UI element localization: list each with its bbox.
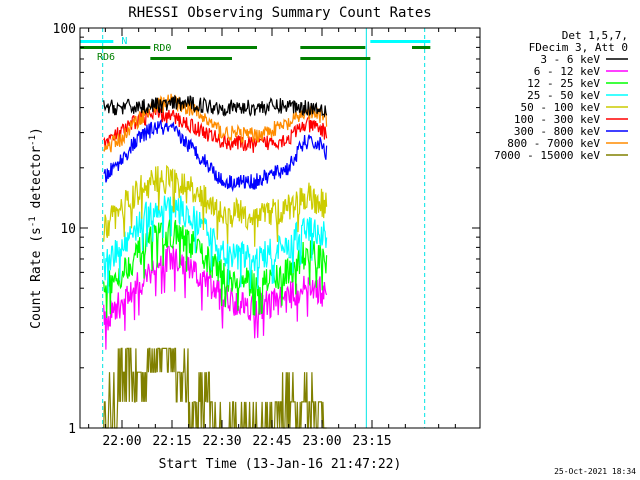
y-tick-label: 1 — [68, 422, 76, 437]
y-axis-label-end: ) — [29, 127, 44, 135]
series-line — [103, 104, 328, 153]
x-tick-label: 23:00 — [302, 434, 341, 449]
series-line — [103, 164, 328, 247]
legend-label: 6 - 12 keV — [534, 65, 601, 78]
series-line — [103, 93, 328, 153]
rd0-label: RD0 — [153, 43, 171, 54]
x-axis-label: Start Time (13-Jan-16 21:47:22) — [159, 457, 402, 472]
night-bar — [80, 40, 114, 43]
series-line — [103, 94, 328, 119]
y-tick-label: 10 — [60, 222, 76, 237]
chart-title: RHESSI Observing Summary Count Rates — [128, 5, 431, 21]
series-line — [103, 245, 328, 350]
rd6-bar — [150, 57, 232, 60]
series-line — [103, 195, 328, 294]
y-axis-label: Count Rate (s-1 detector-1) — [28, 127, 44, 329]
x-tick-label: 22:00 — [102, 434, 141, 449]
series-line — [103, 347, 327, 429]
x-tick-label: 23:15 — [352, 434, 391, 449]
night-label: N — [121, 36, 127, 47]
rd0-bar — [187, 46, 257, 49]
series-line — [103, 118, 328, 193]
series-300-800-kev — [103, 118, 328, 193]
series-6-12-kev — [103, 245, 328, 350]
y-axis-label-mid: detector — [29, 146, 44, 217]
series-12-25-kev — [103, 218, 328, 318]
series-3-6-kev — [103, 94, 328, 119]
night-bar — [370, 40, 431, 43]
rd6-bar — [300, 57, 371, 60]
series-800-7000-kev — [103, 93, 328, 153]
series-7000-15000-kev — [103, 347, 327, 429]
x-tick-label: 22:15 — [152, 434, 191, 449]
y-tick-label: 100 — [53, 22, 76, 37]
legend-label: 50 - 100 keV — [521, 101, 601, 114]
series-50-100-kev — [103, 164, 328, 247]
legend-label: 800 - 7000 keV — [507, 137, 600, 150]
legend-label: 7000 - 15000 keV — [494, 149, 600, 162]
data-layer — [103, 93, 328, 429]
x-tick-label: 22:30 — [202, 434, 241, 449]
y-axis-label-sup2: -1 — [28, 135, 38, 146]
x-tick-label: 22:45 — [252, 434, 291, 449]
legend-header-line1: Det 1,5,7, — [562, 29, 628, 42]
legend-header-line2: FDecim 3, Att 0 — [529, 41, 628, 54]
legend-label: 3 - 6 keV — [540, 53, 600, 66]
series-100-300-kev — [103, 104, 328, 153]
axes-layer: 22:00 22:15 22:30 22:45 23:00 23:15 1 10 100 — [53, 22, 480, 449]
legend-label: 100 - 300 keV — [514, 113, 600, 126]
y-axis-label-main: Count Rate (s — [29, 227, 44, 329]
y-axis-label-sup1: -1 — [28, 216, 38, 227]
series-line — [103, 218, 328, 318]
rd6-label: RD6 — [97, 52, 115, 63]
legend-label: 300 - 800 keV — [514, 125, 600, 138]
legend-label: 12 - 25 keV — [527, 77, 600, 90]
series-25-50-kev — [103, 195, 328, 294]
rd0-bar — [300, 46, 366, 49]
legend-label: 25 - 50 keV — [527, 89, 600, 102]
rd0-bar — [80, 46, 151, 49]
timestamp: 25-Oct-2021 18:34 — [554, 467, 636, 476]
rd0-bar — [412, 46, 431, 49]
